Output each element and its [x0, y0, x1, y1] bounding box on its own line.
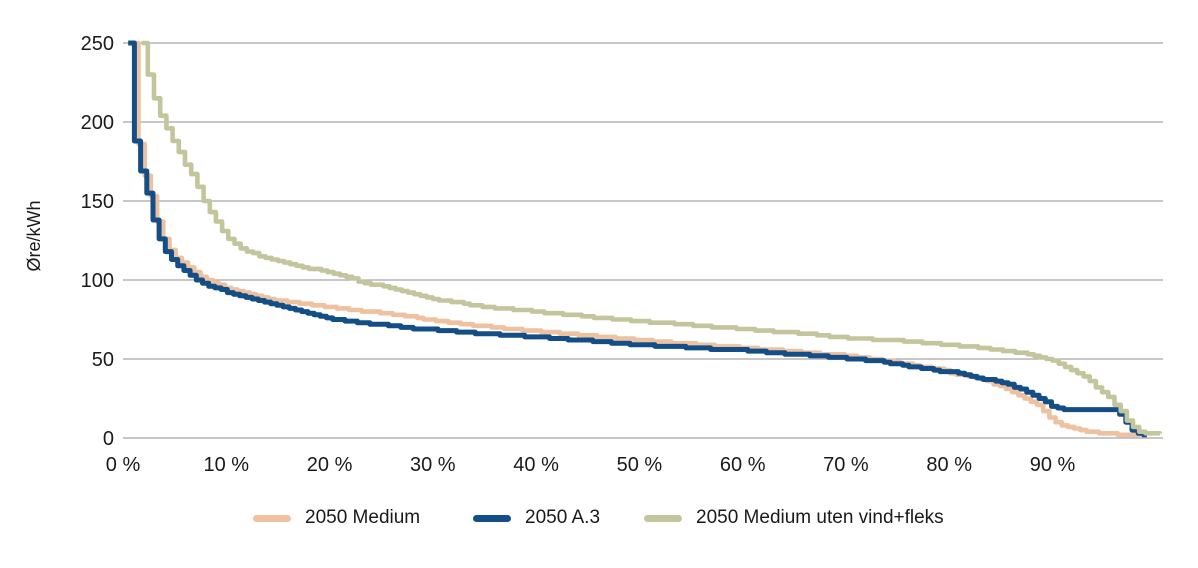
x-tick-label: 50 %: [617, 454, 663, 476]
y-tick-label: 250: [81, 33, 114, 55]
x-axis-tick-labels: 0 % 10 % 20 % 30 % 40 % 50 % 60 % 70 % 80 % 90 %: [106, 454, 1076, 476]
y-tick-label: 0: [103, 428, 114, 450]
x-tick-label: 60 %: [720, 454, 766, 476]
x-tick-label: 20 %: [307, 454, 353, 476]
y-tick-label: 200: [81, 112, 114, 134]
series-line-2: [141, 40, 1163, 436]
series-line-0: [132, 40, 1144, 438]
gridlines: [123, 42, 1163, 439]
y-tick-label: 150: [81, 191, 114, 213]
x-tick-label: 70 %: [823, 454, 869, 476]
series-lines: [128, 40, 1163, 439]
series-line-1: [128, 40, 1147, 439]
x-tick-label: 10 %: [204, 454, 250, 476]
x-tick-label: 30 %: [410, 454, 456, 476]
x-tick-label: 0 %: [106, 454, 141, 476]
x-tick-label: 80 %: [926, 454, 972, 476]
y-axis-title: Øre/kWh: [24, 200, 44, 271]
x-tick-label: 90 %: [1030, 454, 1076, 476]
y-tick-label: 100: [81, 270, 114, 292]
y-tick-label: 50: [92, 349, 114, 371]
x-tick-label: 40 %: [513, 454, 559, 476]
y-axis-tick-labels: 0 50 100 150 200 250: [81, 33, 114, 450]
